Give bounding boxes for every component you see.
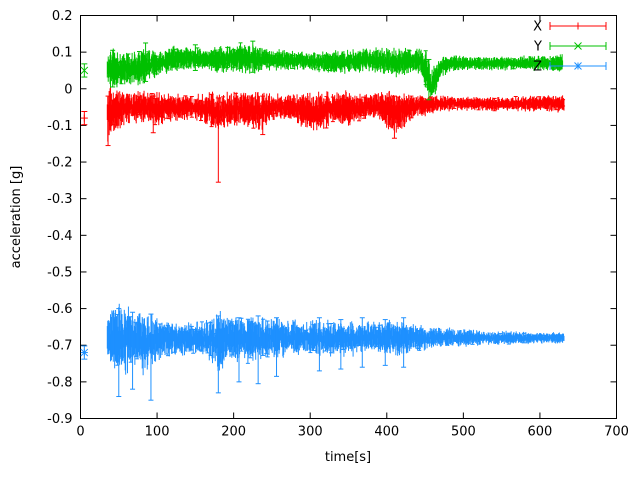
y-tick-label: -0.4	[47, 229, 72, 244]
y-tick-label: -0.7	[47, 339, 72, 354]
x-tick-label: 200	[221, 425, 246, 440]
x-tick-label: 100	[145, 425, 170, 440]
plot-border	[80, 15, 617, 419]
legend: X Y Z	[533, 20, 607, 75]
y-tick-label: -0.2	[47, 156, 72, 171]
x-tick-label: 700	[604, 425, 629, 440]
y-tick-label: -0.9	[47, 412, 72, 427]
y-tick-label: -0.1	[47, 119, 72, 134]
legend-label-y: Y	[533, 40, 542, 55]
y-tick-label: -0.3	[47, 192, 72, 207]
legend-sample-y	[549, 42, 607, 50]
y-tick-label: 0.2	[52, 9, 73, 24]
legend-sample-z	[549, 62, 607, 70]
x-axis-title: time[s]	[325, 450, 371, 465]
y-tick-label: 0	[64, 82, 72, 97]
y-axis-title: acceleration [g]	[9, 166, 24, 269]
series-y	[80, 40, 564, 101]
series-z	[80, 303, 565, 401]
x-tick-label: 300	[298, 425, 323, 440]
y-tick-label: 0.1	[52, 46, 73, 61]
legend-label-z: Z	[533, 60, 542, 75]
legend-sample-x	[549, 22, 607, 30]
x-tick-label: 0	[76, 425, 84, 440]
y-tick-label: -0.6	[47, 302, 72, 317]
x-tick-label: 400	[374, 425, 399, 440]
axis-ticks: 0 100 200 300 400 500 600 700 -0.9 -0.8 -0.7 -0.6 -0…	[47, 9, 629, 440]
x-tick-label: 500	[451, 425, 476, 440]
series-x	[80, 87, 566, 183]
data-series	[80, 40, 566, 401]
y-tick-label: -0.8	[47, 375, 72, 390]
x-tick-label: 600	[528, 425, 553, 440]
y-tick-label: -0.5	[47, 265, 72, 280]
legend-label-x: X	[533, 20, 542, 35]
